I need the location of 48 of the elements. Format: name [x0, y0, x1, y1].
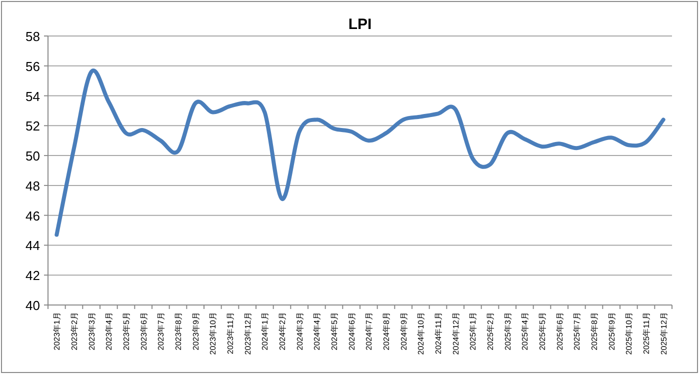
x-tick-label: 2023年3月	[87, 312, 96, 350]
y-tick-label: 52	[26, 118, 40, 134]
x-tick-label: 2024年6月	[347, 312, 356, 350]
x-tick-label: 2023年7月	[156, 312, 166, 350]
x-tick-label: 2024年3月	[295, 312, 304, 350]
x-tick-label: 2024年1月	[260, 312, 270, 350]
x-tick-label: 2023年1月	[52, 312, 62, 350]
y-tick-label: 50	[26, 148, 40, 164]
x-tick-label: 2023年8月	[174, 312, 183, 350]
x-tick-label: 2025年10月	[624, 312, 634, 355]
x-tick-label: 2023年10月	[208, 312, 218, 355]
x-tick-label: 2023年12月	[243, 312, 252, 355]
x-tick-label: 2025年4月	[520, 312, 530, 350]
x-tick-label: 2023年9月	[191, 312, 200, 350]
x-tick-label: 2024年9月	[399, 312, 408, 350]
x-tick-label: 2023年5月	[122, 312, 131, 350]
x-tick-label: 2023年2月	[70, 312, 79, 350]
y-tick-label: 58	[26, 29, 40, 44]
chart-title: LPI	[348, 16, 372, 33]
x-tick-label: 2025年2月	[486, 312, 495, 350]
x-tick-label: 2025年7月	[572, 312, 582, 350]
x-tick-label: 2025年1月	[468, 312, 478, 350]
x-tick-label: 2025年8月	[590, 312, 599, 350]
x-tick-label: 2024年8月	[382, 312, 391, 350]
x-tick-label: 2025年5月	[538, 312, 547, 350]
y-tick-label: 46	[26, 208, 40, 224]
x-tick-label: 2025年9月	[607, 312, 616, 350]
x-tick-label: 2024年2月	[278, 312, 287, 350]
x-tick-label: 2025年11月	[642, 312, 651, 354]
x-tick-label: 2024年10月	[416, 312, 426, 355]
x-tick-label: 2024年12月	[451, 312, 460, 355]
x-tick-label: 2024年7月	[364, 312, 374, 350]
x-tick-label: 2025年12月	[659, 312, 668, 355]
x-tick-label: 2025年6月	[555, 312, 564, 350]
x-tick-label: 2024年5月	[330, 312, 339, 350]
x-tick-label: 2024年11月	[434, 312, 443, 354]
y-tick-label: 44	[26, 238, 40, 254]
y-tick-label: 42	[26, 268, 40, 284]
y-tick-label: 54	[26, 88, 40, 104]
x-tick-label: 2025年3月	[503, 312, 512, 350]
x-tick-label: 2024年4月	[312, 312, 322, 350]
x-tick-label: 2023年6月	[139, 312, 148, 350]
y-tick-label: 48	[26, 178, 40, 194]
y-tick-label: 40	[26, 298, 40, 313]
line-series	[54, 70, 666, 237]
y-tick-label: 56	[26, 58, 40, 74]
x-tick-label: 2023年11月	[226, 312, 235, 354]
x-tick-label: 2023年4月	[104, 312, 114, 350]
